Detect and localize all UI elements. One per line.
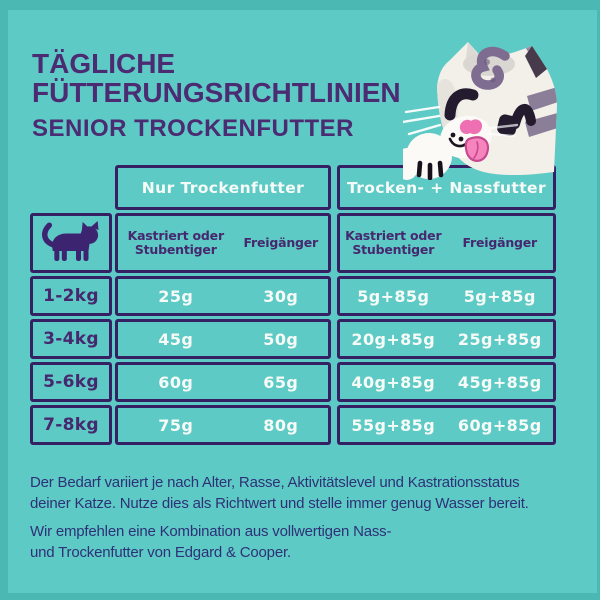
mix-values-row3: 40g+85g 45g+85g: [337, 362, 556, 402]
group-header-dry-plus-wet: Trocken- + Nassfutter: [337, 165, 556, 210]
dry-values-row2: 45g 50g: [115, 319, 331, 359]
weight-cell: 7-8kg: [30, 405, 112, 445]
weight-cell: 1-2kg: [30, 276, 112, 316]
mix-values-row2: 20g+85g 25g+85g: [337, 319, 556, 359]
value-cell: 25g+85g: [457, 329, 542, 349]
value-cell: 50g: [263, 329, 299, 349]
value-cell: 45g: [158, 329, 194, 349]
page-title-line1: TÄGLICHE: [32, 48, 176, 79]
subheader-dry-neutered: Kastriert oder Stubentiger: [127, 228, 225, 257]
value-cell: 25g: [158, 286, 194, 306]
weight-cell: 5-6kg: [30, 362, 112, 402]
value-cell: 30g: [263, 286, 299, 306]
page-title-line2: FÜTTERUNGSRICHTLINIEN: [32, 77, 401, 108]
value-cell: 65g: [263, 372, 299, 392]
mix-values-row1: 5g+85g 5g+85g: [337, 276, 556, 316]
value-cell: 5g+85g: [463, 286, 536, 306]
subheader-mix-neutered: Kastriert oder Stubentiger: [345, 228, 442, 257]
recommendation-line1: Wir empfehlen eine Kombination aus vollw…: [30, 523, 392, 540]
recommendation-line2: und Trockenfutter von Edgard & Cooper.: [30, 544, 291, 561]
subheader-dry-outdoor: Freigänger: [243, 235, 319, 250]
value-cell: 20g+85g: [351, 329, 436, 349]
group-header-dry-only: Nur Trockenfutter: [115, 165, 331, 210]
weight-cell: 3-4kg: [30, 319, 112, 359]
page-subtitle: SENIOR TROCKENFUTTER: [32, 115, 354, 142]
subheaders-dry-plus-wet: Kastriert oder Stubentiger Freigänger: [337, 213, 556, 273]
subheader-mix-outdoor: Freigänger: [462, 235, 538, 250]
value-cell: 60g: [158, 372, 194, 392]
subheaders-dry-only: Kastriert oder Stubentiger Freigänger: [115, 213, 331, 273]
value-cell: 45g+85g: [457, 372, 542, 392]
value-cell: 55g+85g: [351, 415, 436, 435]
mix-values-row4: 55g+85g 60g+85g: [337, 405, 556, 445]
value-cell: 5g+85g: [357, 286, 430, 306]
footer-note-line2: deiner Katze. Nutze dies als Richtwert u…: [30, 495, 529, 512]
value-cell: 80g: [263, 415, 299, 435]
weight-column-header: [30, 213, 112, 273]
value-cell: 40g+85g: [351, 372, 436, 392]
dry-values-row3: 60g 65g: [115, 362, 331, 402]
group-header-dry-plus-wet-label: Trocken- + Nassfutter: [346, 178, 547, 197]
recommendation-note: Wir empfehlen eine Kombination aus vollw…: [30, 521, 391, 563]
value-cell: 60g+85g: [457, 415, 542, 435]
dry-values-row1: 25g 30g: [115, 276, 331, 316]
title-block: TÄGLICHE FÜTTERUNGSRICHTLINIEN SENIOR TR…: [32, 49, 401, 141]
footer-note-line1: Der Bedarf variiert je nach Alter, Rasse…: [30, 474, 520, 491]
cat-silhouette-icon: [42, 220, 99, 261]
dry-values-row4: 75g 80g: [115, 405, 331, 445]
footer-note: Der Bedarf variiert je nach Alter, Rasse…: [30, 472, 529, 514]
group-header-dry-only-label: Nur Trockenfutter: [141, 178, 305, 197]
value-cell: 75g: [158, 415, 194, 435]
